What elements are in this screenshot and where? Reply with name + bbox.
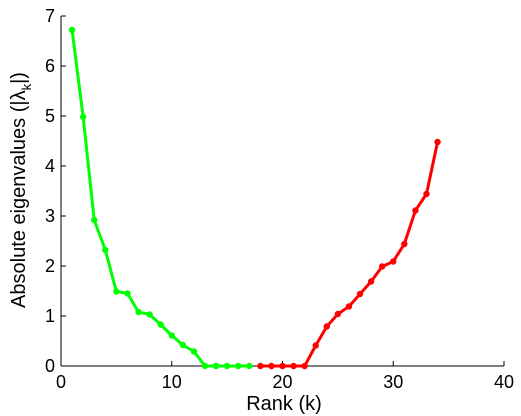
data-point (312, 342, 319, 349)
data-point (246, 362, 253, 370)
series-1 (68, 26, 253, 370)
y-axis-label: Absolute eigenvalues (|λk|) (8, 72, 34, 308)
data-point (146, 311, 153, 318)
y-tick-label: 3 (45, 206, 55, 226)
data-point (257, 362, 264, 370)
data-point (201, 362, 209, 370)
data-point (135, 308, 142, 316)
data-point (91, 216, 98, 224)
axes-frame (60, 16, 504, 367)
y-tick-label: 2 (45, 256, 55, 276)
data-point (190, 348, 198, 355)
data-point (345, 303, 353, 310)
series-layer (68, 26, 441, 370)
data-point (323, 323, 330, 330)
data-point (423, 190, 430, 198)
data-point (434, 138, 441, 146)
x-tick-label: 40 (494, 372, 514, 392)
data-point (157, 321, 164, 328)
y-tick-label: 6 (45, 56, 55, 76)
x-tick-label: 0 (56, 372, 66, 392)
y-tick-label: 0 (45, 356, 55, 376)
data-point (168, 332, 175, 339)
data-point (212, 362, 220, 370)
data-point (179, 341, 187, 349)
data-point (334, 310, 342, 318)
data-point (301, 362, 308, 370)
plot-area (61, 16, 504, 366)
data-point (412, 207, 419, 214)
tick-labels: 0 10 20 30 40 0 1 2 3 4 5 6 7 (45, 6, 514, 392)
data-point (378, 263, 386, 270)
y-tick-label: 4 (45, 156, 55, 176)
data-point (401, 240, 408, 248)
data-point (235, 362, 242, 370)
x-tick-label: 20 (272, 372, 292, 392)
data-point (68, 26, 76, 34)
data-point (124, 290, 131, 297)
x-axis-label: Rank (k) (246, 393, 322, 415)
data-point (290, 362, 297, 370)
data-point (102, 246, 109, 254)
y-tick-label: 1 (45, 306, 55, 326)
data-point (356, 290, 364, 298)
data-point (279, 362, 286, 370)
y-axis-label-subscript: k (19, 83, 34, 90)
x-tick-label: 10 (162, 372, 182, 392)
x-tick-label: 30 (383, 372, 403, 392)
data-point (268, 362, 275, 370)
series-2 (257, 138, 441, 370)
y-tick-label: 7 (45, 6, 55, 26)
y-axis-label-suffix: |) (8, 72, 30, 84)
data-point (79, 113, 87, 121)
data-point (223, 362, 231, 370)
y-tick-label: 5 (45, 106, 55, 126)
data-point (113, 288, 120, 295)
data-point (367, 278, 375, 285)
y-axis-label-prefix: Absolute eigenvalues (|λ (8, 90, 30, 308)
data-point (390, 258, 397, 265)
